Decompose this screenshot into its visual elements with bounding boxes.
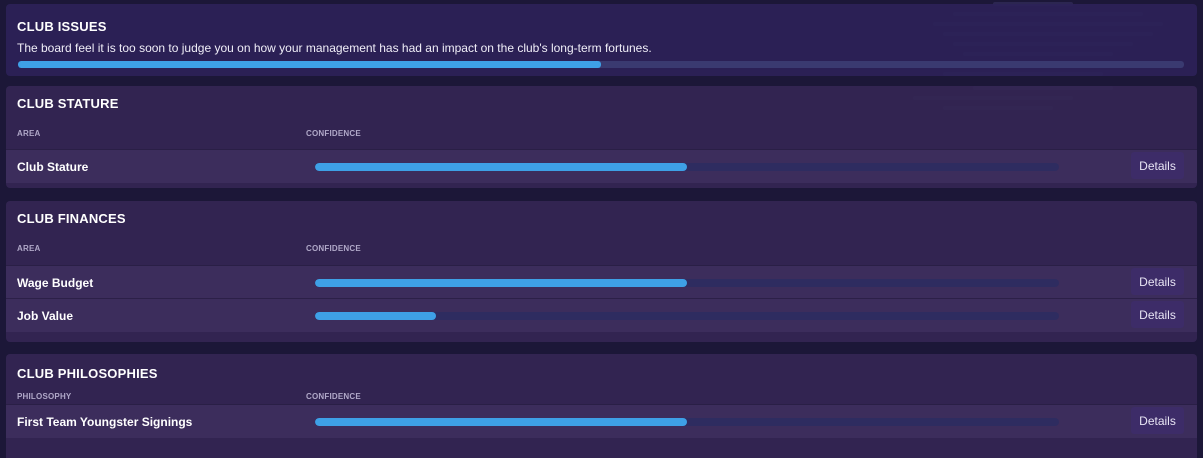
confidence-track — [315, 163, 1059, 171]
club-issues-panel: CLUB ISSUES The board feel it is too soo… — [6, 4, 1197, 76]
confidence-fill — [315, 312, 437, 320]
club-philosophies-title: CLUB PHILOSOPHIES — [17, 366, 158, 381]
confidence-fill — [315, 163, 687, 171]
table-row: Club Stature Details — [6, 149, 1197, 183]
confidence-track — [315, 418, 1059, 426]
club-issues-title: CLUB ISSUES — [17, 19, 107, 34]
area-column-header: AREA — [17, 129, 41, 138]
confidence-column-header: CONFIDENCE — [306, 244, 361, 253]
row-label: Wage Budget — [17, 276, 94, 290]
details-button[interactable]: Details — [1131, 152, 1184, 179]
club-issues-progress-fill — [18, 61, 601, 68]
table-row: Wage Budget Details — [6, 265, 1197, 299]
details-button[interactable]: Details — [1131, 407, 1184, 434]
table-row: Job Value Details — [6, 298, 1197, 332]
confidence-column-header: CONFIDENCE — [306, 392, 361, 401]
confidence-track — [315, 279, 1059, 287]
area-column-header: AREA — [17, 244, 41, 253]
details-button[interactable]: Details — [1131, 268, 1184, 295]
club-finances-panel: CLUB FINANCES AREA CONFIDENCE Wage Budge… — [6, 201, 1197, 342]
table-row: First Team Youngster Signings Details — [6, 404, 1197, 438]
club-philosophies-panel: CLUB PHILOSOPHIES PHILOSOPHY CONFIDENCE … — [6, 354, 1197, 458]
club-issues-progress-track — [18, 61, 1184, 68]
club-issues-description: The board feel it is too soon to judge y… — [17, 41, 652, 55]
club-finances-title: CLUB FINANCES — [17, 211, 126, 226]
confidence-fill — [315, 279, 687, 287]
row-label: Job Value — [17, 309, 74, 323]
confidence-column-header: CONFIDENCE — [306, 129, 361, 138]
row-label: Club Stature — [17, 160, 89, 174]
club-stature-panel: CLUB STATURE AREA CONFIDENCE Club Statur… — [6, 86, 1197, 188]
philosophy-column-header: PHILOSOPHY — [17, 392, 72, 401]
confidence-track — [315, 312, 1059, 320]
details-button[interactable]: Details — [1131, 301, 1184, 328]
club-stature-title: CLUB STATURE — [17, 96, 119, 111]
row-label: First Team Youngster Signings — [17, 415, 193, 429]
confidence-fill — [315, 418, 687, 426]
